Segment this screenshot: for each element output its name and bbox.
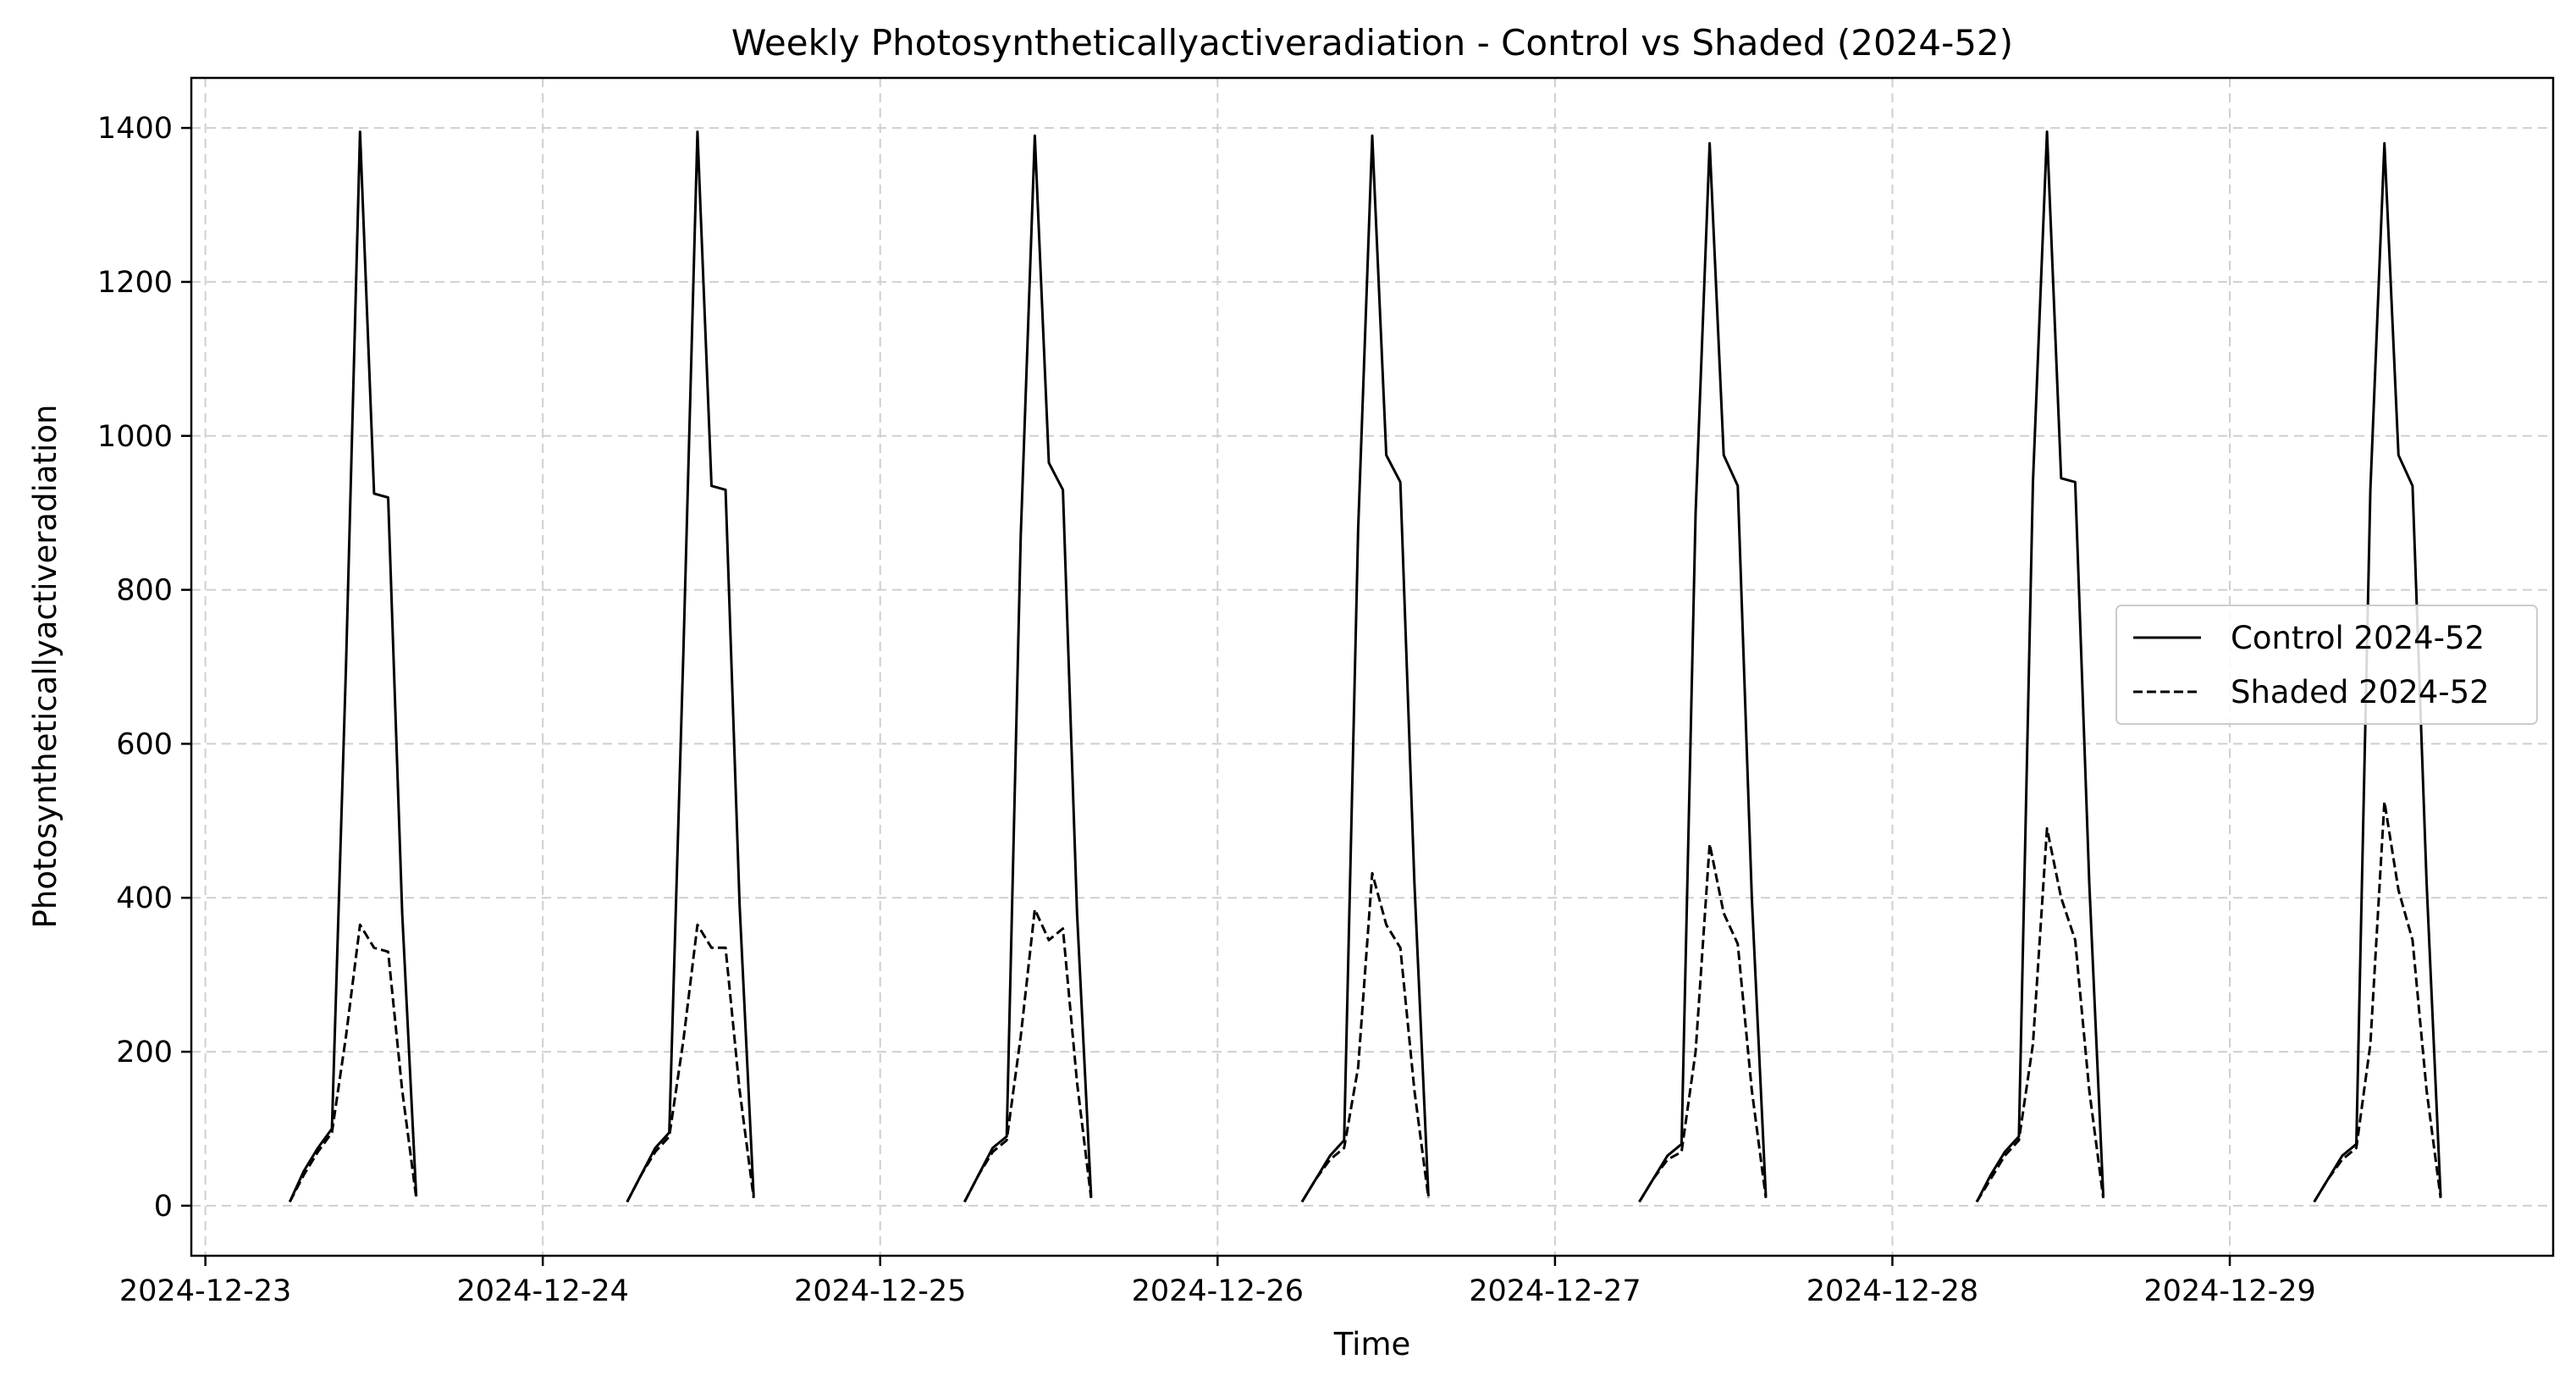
plot-frame [190,76,2555,1257]
y-tick-label: 1200 [97,266,173,300]
legend: Control 2024-52 Shaded 2024-52 [2115,605,2538,725]
shaded-series-line [1975,826,2105,1203]
y-tick-label: 200 [116,1036,173,1069]
x-tick-label: 2024-12-27 [1469,1274,1641,1308]
shaded-series-line [288,923,418,1203]
grid-lines [191,78,2553,1256]
y-tick-label: 0 [154,1190,173,1224]
y-tick-label: 1000 [97,420,173,454]
shaded-series-line [1300,871,1430,1203]
legend-label-shaded: Shaded 2024-52 [2231,674,2490,710]
y-tick-label: 800 [116,574,173,608]
x-tick-label: 2024-12-24 [456,1274,628,1308]
chart-title: Weekly Photosyntheticallyactiveradiation… [731,22,2013,64]
x-tick-label: 2024-12-28 [1807,1274,1978,1308]
x-tick-label: 2024-12-29 [2143,1274,2315,1308]
y-axis-label: Photosyntheticallyactiveradiation [27,405,63,929]
control-series-line [1300,134,1430,1203]
legend-label-control: Control 2024-52 [2231,620,2485,656]
control-series-line [1975,130,2105,1203]
y-tick-label: 600 [116,727,173,761]
control-series-line [288,130,418,1203]
shaded-series-line [626,923,755,1203]
x-tick-label: 2024-12-26 [1132,1274,1304,1308]
x-tick-label: 2024-12-23 [119,1274,291,1308]
y-tick-label: 1400 [97,112,173,146]
legend-box [2115,605,2538,725]
control-series-line [1638,141,1768,1203]
axis-ticks: 0 200 400 600 800 1000 1200 1400 2024-12-23 2024-… [97,112,2316,1308]
shaded-series-line [963,908,1093,1203]
y-tick-label: 400 [116,881,173,915]
x-tick-label: 2024-12-25 [794,1274,966,1308]
shaded-series-line [1638,843,1768,1203]
x-axis-label: Time [1333,1326,1411,1362]
